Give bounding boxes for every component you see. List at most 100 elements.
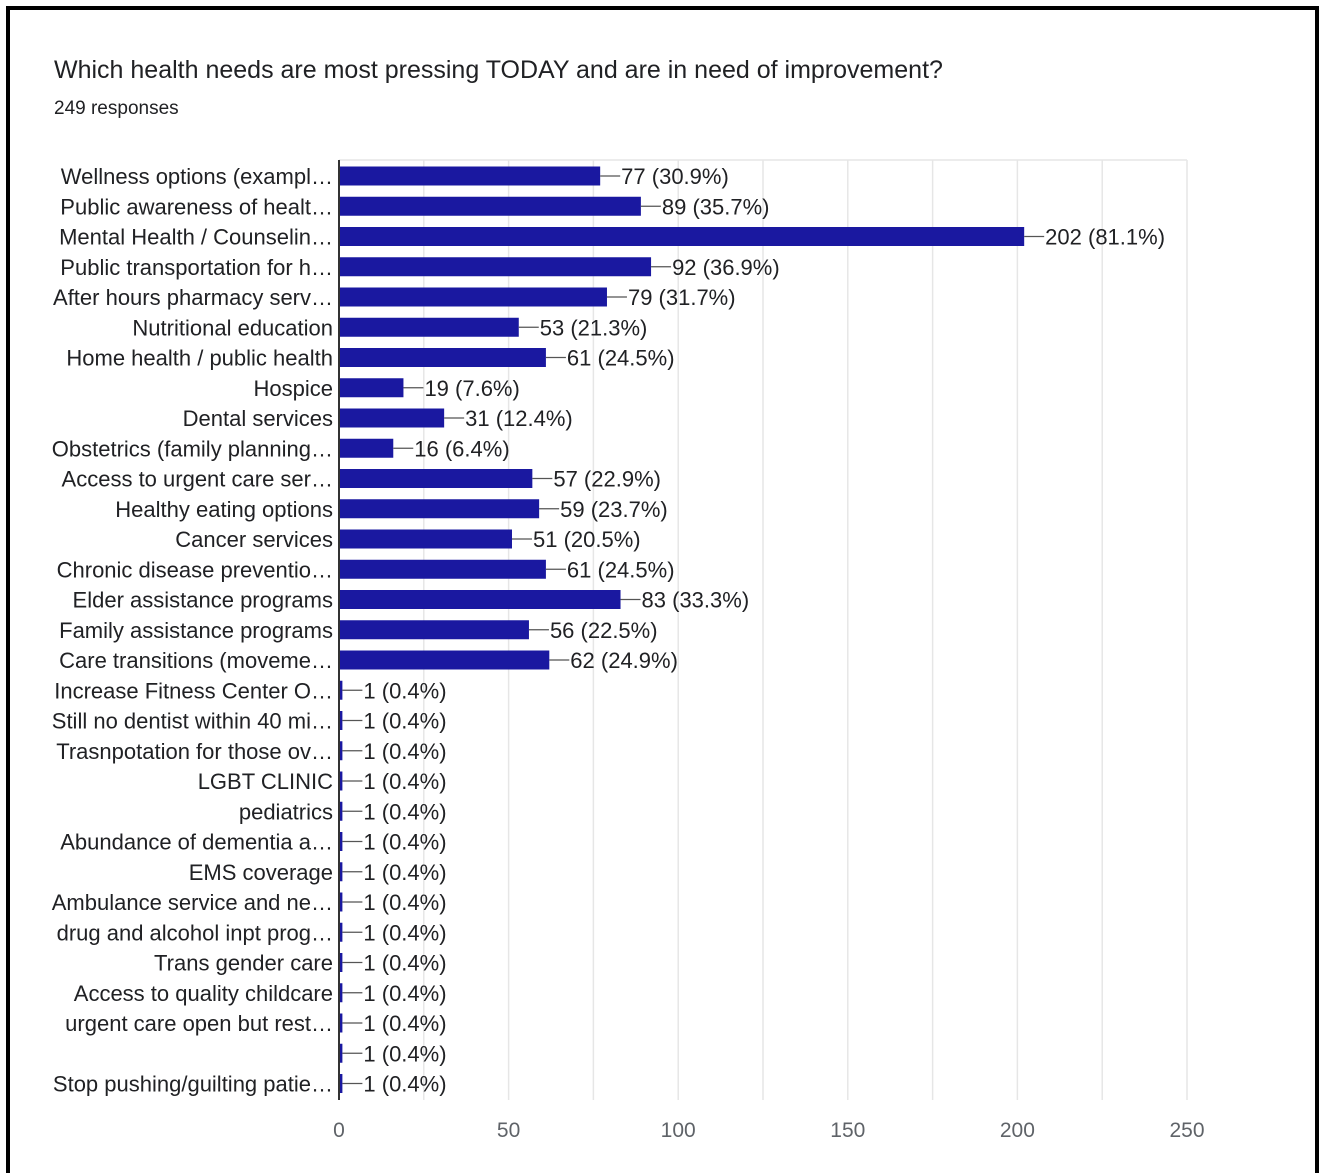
data-label: 51 (20.5%) [533,527,641,552]
category-label: Still no dentist within 40 mi… [52,709,333,734]
category-label: Family assistance programs [59,618,333,643]
bar [339,499,540,519]
bar [339,257,652,277]
response-count: 249 responses [54,98,179,119]
x-tick-label: 100 [661,1119,696,1142]
category-label: Wellness options (exampl… [61,164,333,189]
category-label: Home health / public health [66,346,333,371]
data-label: 1 (0.4%) [363,951,446,976]
bar [339,166,601,186]
x-tick-label: 150 [830,1119,865,1142]
bar [339,348,546,367]
bar [339,287,607,307]
category-label: Nutritional education [132,315,333,340]
category-label: Dental services [183,406,333,431]
bar [339,559,546,579]
bar [339,620,529,640]
category-label: Elder assistance programs [73,588,333,613]
data-label: 53 (21.3%) [540,315,648,340]
data-label: 83 (33.3%) [642,588,750,613]
bar [339,801,343,821]
category-label: Care transitions (moveme… [59,648,333,673]
bar [339,832,343,851]
bar [339,438,394,458]
data-label: 61 (24.5%) [567,346,675,371]
data-label: 92 (36.9%) [672,255,780,280]
category-label: Access to urgent care ser… [62,467,333,492]
bar [339,741,343,761]
bar [339,1013,343,1033]
bar [339,196,641,216]
data-label: 1 (0.4%) [363,860,446,885]
data-label: 57 (22.9%) [553,467,661,492]
data-label: 1 (0.4%) [363,1041,446,1066]
category-label: Trasnpotation for those ov… [56,739,333,764]
data-label: 19 (7.6%) [424,376,519,401]
data-label: 56 (22.5%) [550,618,658,643]
bars [339,166,1025,1093]
data-label: 59 (23.7%) [560,497,668,522]
x-tick-label: 200 [1000,1119,1035,1142]
chart-frame [6,6,1319,1173]
bar [339,469,533,488]
data-label: 1 (0.4%) [363,890,446,915]
category-label: Healthy eating options [115,497,333,522]
category-label: Hospice [254,376,333,401]
data-label: 202 (81.1%) [1045,225,1165,250]
category-label: Chronic disease preventio… [57,557,333,582]
bar [339,922,343,942]
bar [339,529,512,549]
bar [339,227,1025,246]
data-label: 1 (0.4%) [363,1072,446,1097]
data-label: 16 (6.4%) [414,436,509,461]
labels: 0 50 100 150 200 250 77 (30.9%) Wellness option… [52,164,1205,1142]
chart-title: Which health needs are most pressing TOD… [54,56,943,84]
category-label: pediatrics [239,799,333,824]
bar [339,983,343,1003]
category-label: Obstetrics (family planning… [52,436,333,461]
data-label: 1 (0.4%) [363,1011,446,1036]
bar [339,680,343,700]
category-label: drug and alcohol inpt prog… [57,920,333,945]
bar [339,1074,343,1093]
data-label: 1 (0.4%) [363,769,446,794]
bar [339,590,621,609]
category-label: Stop pushing/guilting patie… [53,1072,333,1097]
bar [339,650,550,670]
bar [339,1043,343,1063]
category-label: Access to quality childcare [74,981,333,1006]
data-label: 61 (24.5%) [567,557,675,582]
category-label: Ambulance service and ne… [52,890,333,915]
bar [339,953,343,972]
data-label: 1 (0.4%) [363,920,446,945]
bar [339,862,343,882]
bar [339,408,445,428]
bar [339,771,343,791]
category-label: Public awareness of healt… [60,194,333,219]
data-label: 62 (24.9%) [570,648,678,673]
bar [339,892,343,912]
category-label: EMS coverage [189,860,333,885]
data-label: 1 (0.4%) [363,678,446,703]
category-label: Trans gender care [154,951,333,976]
category-label: Mental Health / Counselin… [59,225,333,250]
data-label: 31 (12.4%) [465,406,573,431]
x-tick-label: 250 [1169,1119,1204,1142]
category-label: Public transportation for h… [60,255,333,280]
data-label: 1 (0.4%) [363,739,446,764]
category-label: After hours pharmacy serv… [53,285,333,310]
bar [339,711,343,730]
data-label: 1 (0.4%) [363,830,446,855]
data-label: 1 (0.4%) [363,799,446,824]
data-label: 79 (31.7%) [628,285,736,310]
category-label: LGBT CLINIC [198,769,333,794]
category-label: Cancer services [175,527,333,552]
x-tick-label: 50 [497,1119,520,1142]
category-label: Increase Fitness Center O… [54,678,333,703]
category-label: urgent care open but rest… [65,1011,333,1036]
bar [339,317,519,337]
bar [339,378,404,398]
data-label: 1 (0.4%) [363,981,446,1006]
data-label: 1 (0.4%) [363,709,446,734]
